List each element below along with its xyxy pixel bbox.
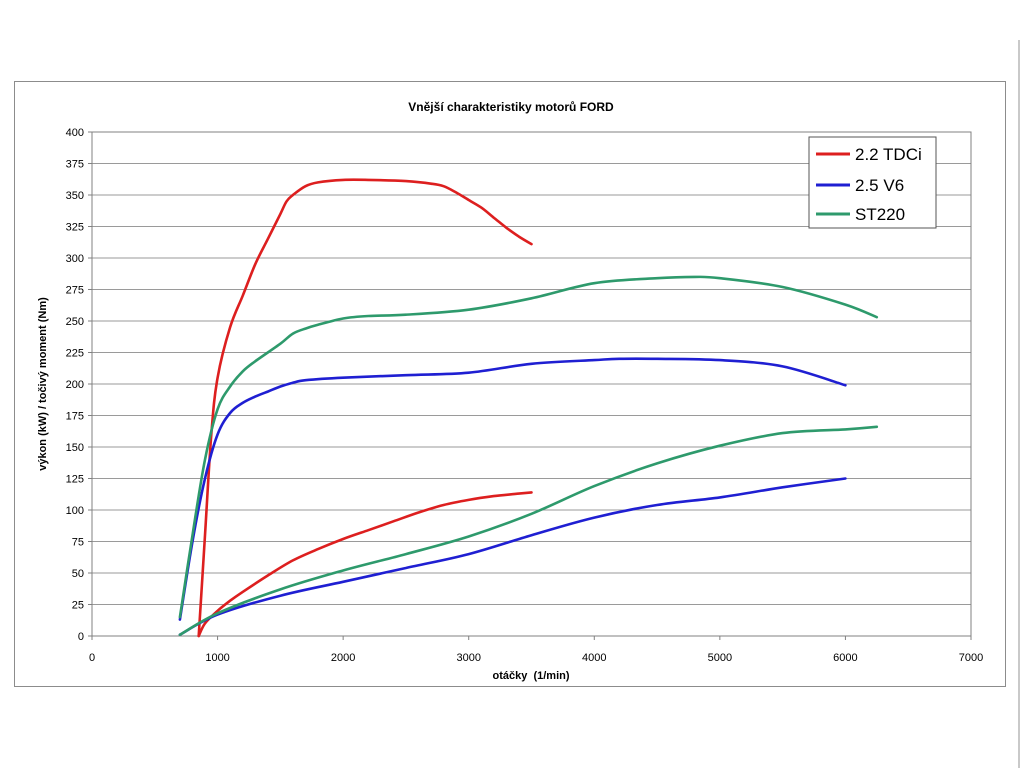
x-tick-label: 2000 [331, 652, 355, 664]
y-tick-label: 50 [72, 568, 84, 580]
legend-label-2-5-v6: 2.5 V6 [855, 176, 904, 195]
y-tick-label: 75 [72, 537, 84, 549]
x-tick-label: 7000 [959, 652, 983, 664]
series-lines [178, 178, 879, 638]
series-2-5-v6-power [178, 477, 847, 636]
legend: 2.2 TDCi 2.5 V6 ST220 [808, 136, 937, 229]
y-tick-label: 350 [66, 190, 84, 202]
y-tick-label: 0 [78, 631, 84, 643]
chart-frame: Vnější charakteristiky motorů FORD 0 25 50… [14, 81, 1006, 687]
x-tick-label: 5000 [708, 652, 732, 664]
x-tick-label: 3000 [456, 652, 480, 664]
x-tick-label: 6000 [833, 652, 857, 664]
chart-svg: Vnější charakteristiky motorů FORD 0 25 50… [37, 100, 983, 682]
y-tick-label: 400 [66, 127, 84, 139]
slide-edge-line [1018, 40, 1020, 768]
x-tick-label: 1000 [205, 652, 229, 664]
y-tick-label: 325 [66, 222, 84, 234]
y-tick-label: 200 [66, 379, 84, 391]
legend-label-2-2-tdci: 2.2 TDCi [855, 145, 922, 164]
y-tick-label: 125 [66, 474, 84, 486]
series-2-2-tdci-power [197, 491, 533, 638]
series-2-2-tdci-torque [197, 178, 533, 638]
y-tick-label: 275 [66, 285, 84, 297]
y-tick-label: 150 [66, 442, 84, 454]
y-tick-label: 375 [66, 159, 84, 171]
series-st220-power [178, 425, 879, 636]
y-axis-title: výkon (kW) / točivý moment (Nm) [37, 297, 49, 471]
y-tick-label: 300 [66, 253, 84, 265]
x-tick-labels: 0 1000 2000 3000 4000 5000 6000 7000 [89, 636, 983, 664]
y-tick-label: 225 [66, 348, 84, 360]
x-axis-title: otáčky (1/min) [492, 670, 569, 682]
chart-title: Vnější charakteristiky motorů FORD [408, 100, 614, 114]
y-tick-labels: 0 25 50 75 100 125 150 175 200 225 250 275 300 325 350… [66, 127, 92, 643]
x-tick-label: 0 [89, 652, 95, 664]
y-tick-label: 250 [66, 316, 84, 328]
y-tick-label: 25 [72, 600, 84, 612]
x-tick-label: 4000 [582, 652, 606, 664]
plot-area-border [91, 131, 972, 637]
legend-box [808, 136, 937, 229]
series-2-5-v6-torque [178, 357, 847, 621]
series-st220-torque [178, 275, 879, 619]
y-tick-label: 175 [66, 411, 84, 423]
y-tick-label: 100 [66, 505, 84, 517]
legend-label-st220: ST220 [855, 205, 905, 224]
